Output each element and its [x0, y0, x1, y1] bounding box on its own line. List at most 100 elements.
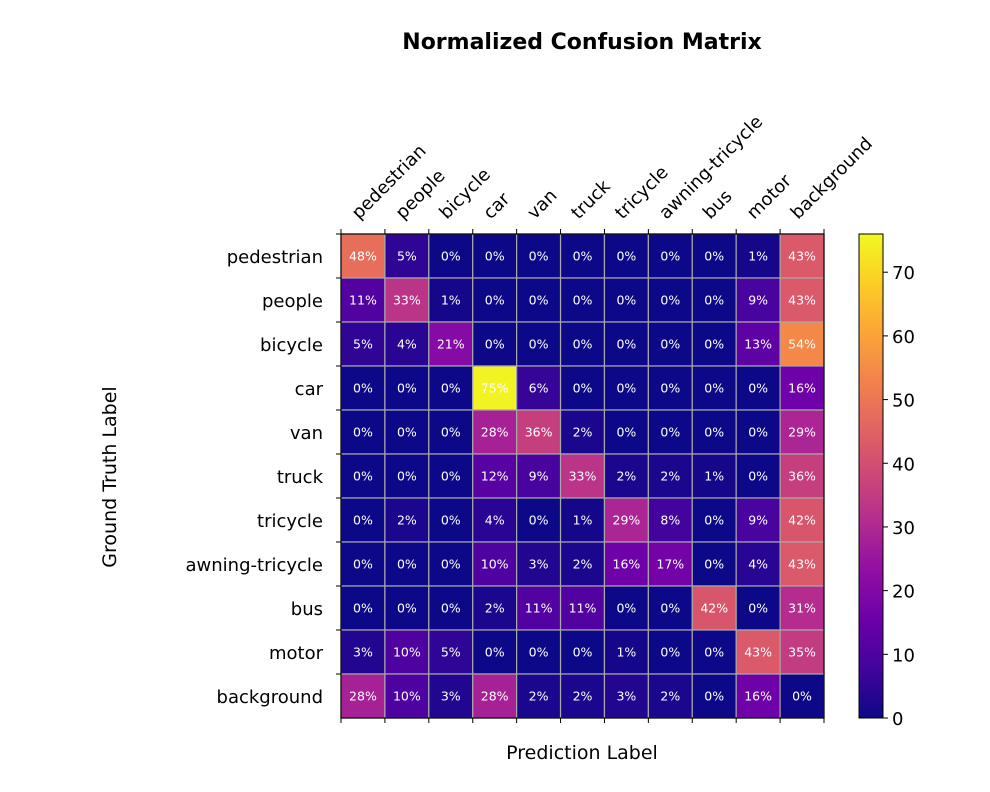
cell-value-label: 0% — [573, 337, 593, 352]
cell-value-label: 1% — [748, 249, 768, 264]
cell-value-label: 0% — [704, 557, 724, 572]
cell-value-label: 0% — [529, 645, 549, 660]
x-tick-label: truck — [567, 176, 615, 224]
y-tick-label: people — [262, 291, 323, 312]
matrix-cell — [472, 497, 518, 543]
cell-value-label: 29% — [788, 425, 816, 440]
cell-value-label: 3% — [353, 645, 373, 660]
cell-value-label: 0% — [704, 249, 724, 264]
cell-value-label: 0% — [441, 469, 461, 484]
matrix-cell — [603, 497, 649, 543]
matrix-cell — [603, 585, 649, 631]
cell-value-label: 0% — [353, 425, 373, 440]
cell-value-label: 2% — [573, 557, 593, 572]
cell-value-label: 48% — [349, 249, 377, 264]
cell-value-label: 0% — [704, 425, 724, 440]
matrix-cell — [691, 629, 737, 675]
matrix-cell — [340, 453, 386, 499]
matrix-cell — [340, 585, 386, 631]
cell-value-label: 0% — [485, 249, 505, 264]
cell-value-label: 33% — [393, 293, 421, 308]
cell-value-label: 0% — [660, 337, 680, 352]
matrix-cell — [691, 453, 737, 499]
matrix-cell — [559, 233, 606, 279]
matrix-cell — [559, 409, 606, 455]
matrix-cell — [691, 321, 737, 367]
cell-value-label: 8% — [660, 513, 680, 528]
cell-value-label: 5% — [441, 645, 461, 660]
matrix-cell — [340, 497, 386, 543]
x-tick-label: motor — [743, 170, 796, 223]
cell-value-label: 0% — [529, 337, 549, 352]
colorbar-tick-label: 60 — [892, 327, 915, 348]
cell-value-label: 1% — [704, 469, 724, 484]
y-tick-label: background — [217, 687, 323, 708]
colorbar-tick-label: 40 — [892, 454, 915, 475]
cell-value-label: 0% — [704, 689, 724, 704]
matrix-cell — [559, 453, 606, 499]
y-tick-label: van — [290, 423, 323, 444]
y-tick-label: tricycle — [257, 511, 323, 532]
cell-value-label: 16% — [788, 381, 816, 396]
cell-value-label: 0% — [616, 293, 636, 308]
cell-value-label: 31% — [788, 601, 816, 616]
cell-value-label: 75% — [481, 381, 509, 396]
cell-value-label: 0% — [353, 513, 373, 528]
cell-value-label: 16% — [744, 689, 772, 704]
cell-value-label: 0% — [660, 381, 680, 396]
matrix-frame — [340, 233, 825, 719]
cell-value-label: 36% — [788, 469, 816, 484]
cell-value-label: 11% — [349, 293, 377, 308]
matrix-cell — [735, 673, 781, 719]
cell-value-label: 0% — [441, 249, 461, 264]
matrix-cell — [691, 585, 737, 631]
cell-value-label: 0% — [353, 557, 373, 572]
cell-value-label: 2% — [616, 469, 636, 484]
cell-value-label: 0% — [485, 645, 505, 660]
cell-value-label: 0% — [660, 601, 680, 616]
matrix-cell — [516, 409, 562, 455]
matrix-cell — [647, 233, 693, 279]
colorbar-tick-label: 10 — [892, 645, 915, 666]
matrix-cell — [428, 497, 474, 543]
cell-value-label: 13% — [744, 337, 772, 352]
matrix-cell — [516, 673, 562, 719]
cell-value-label: 0% — [529, 293, 549, 308]
cell-value-label: 0% — [616, 601, 636, 616]
matrix-cell — [779, 673, 825, 719]
cell-value-label: 33% — [569, 469, 597, 484]
cell-value-label: 0% — [485, 293, 505, 308]
cell-value-label: 0% — [704, 293, 724, 308]
cell-value-label: 10% — [481, 557, 509, 572]
cell-value-label: 5% — [353, 337, 373, 352]
cell-value-label: 2% — [529, 689, 549, 704]
matrix-cell — [647, 673, 693, 719]
colorbar-gradient — [858, 233, 884, 719]
y-tick-label: car — [295, 379, 324, 400]
matrix-cell — [779, 497, 825, 543]
cell-value-label: 42% — [788, 513, 816, 528]
cell-value-label: 11% — [569, 601, 597, 616]
x-tick-label: bus — [699, 186, 737, 224]
cell-value-label: 0% — [704, 337, 724, 352]
cell-value-label: 42% — [700, 601, 728, 616]
cell-value-label: 3% — [529, 557, 549, 572]
x-tick-label: van — [523, 185, 561, 223]
cell-value-label: 4% — [397, 337, 417, 352]
y-tick-label: awning-tricycle — [186, 555, 323, 576]
matrix-cell — [428, 277, 474, 323]
matrix-cell — [691, 409, 737, 455]
x-axis-label: Prediction Label — [506, 742, 658, 764]
cell-value-label: 2% — [485, 601, 505, 616]
matrix-cell — [735, 409, 781, 455]
cell-value-label: 0% — [704, 513, 724, 528]
matrix-cell — [384, 673, 430, 719]
matrix-cell — [340, 541, 386, 587]
cell-value-label: 0% — [353, 381, 373, 396]
cell-value-label: 0% — [573, 249, 593, 264]
matrix-cell — [603, 321, 649, 367]
y-axis-label: Ground Truth Label — [99, 386, 121, 567]
cell-value-label: 0% — [748, 425, 768, 440]
matrix-cell — [428, 585, 474, 631]
cell-value-label: 0% — [529, 249, 549, 264]
